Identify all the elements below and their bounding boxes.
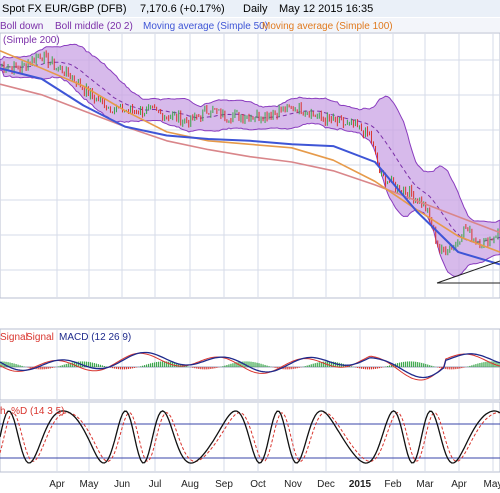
x-tick-label: Jul xyxy=(149,479,162,490)
x-axis: Apr May Jun Jul Aug Sep Oct Nov Dec 2015 Feb Mar Apr… xyxy=(49,479,500,490)
legend-macd-signal-1: Signal xyxy=(0,332,28,343)
bollinger-middle-line xyxy=(0,61,500,243)
legend-ma-200: (Simple 200) xyxy=(3,35,60,46)
ma-200-line xyxy=(0,83,500,234)
bollinger-band xyxy=(0,43,500,277)
price-layer xyxy=(0,43,500,284)
legend-stochastic: h. %D (14 3 5) xyxy=(0,406,64,417)
x-tick-label: Feb xyxy=(384,479,402,490)
macd-line xyxy=(0,351,500,379)
legend-macd-signal-2: Signal xyxy=(26,332,54,343)
timestamp-label: May 12 2015 16:35 xyxy=(279,3,373,15)
x-tick-label: Jun xyxy=(114,479,130,490)
x-tick-label: Apr xyxy=(451,479,467,490)
x-tick-label: Oct xyxy=(250,479,266,490)
ma-100-line xyxy=(0,49,500,253)
macd-signal-line xyxy=(0,352,500,381)
stochastic-d-line xyxy=(0,412,500,462)
x-tick-label: 2015 xyxy=(349,479,372,490)
stochastic-layer xyxy=(0,410,500,464)
x-tick-label: Aug xyxy=(181,479,199,490)
legend-macd: MACD (12 26 9) xyxy=(59,332,131,343)
instrument-label: Spot FX EUR/GBP (DFB) xyxy=(2,3,127,15)
trend-line xyxy=(436,260,500,284)
macd-panel xyxy=(0,328,500,401)
x-tick-label: Sep xyxy=(215,479,233,490)
x-tick-label: May xyxy=(484,479,500,490)
legend-ma-100: Moving average (Simple 100) xyxy=(262,21,393,32)
legend-bar xyxy=(0,18,500,32)
legend-ma-50: Moving average (Simple 50) xyxy=(143,21,268,32)
ma-50-line xyxy=(0,67,500,266)
legend-boll-down: Boll down xyxy=(0,21,43,32)
header-bar xyxy=(0,0,500,17)
x-tick-label: May xyxy=(80,479,99,490)
price-change-label: 7,170.6 (+0.17%) xyxy=(140,3,225,15)
x-tick-label: Nov xyxy=(284,479,302,490)
timeframe-label: Daily xyxy=(243,3,268,15)
x-tick-label: Mar xyxy=(416,479,434,490)
stochastic-k-line xyxy=(0,410,500,464)
x-tick-label: Apr xyxy=(49,479,65,490)
macd-layer xyxy=(0,351,500,381)
x-tick-label: Dec xyxy=(317,479,335,490)
legend-boll-middle: Boll middle (20 2) xyxy=(55,21,133,32)
stochastic-panel xyxy=(0,401,500,473)
